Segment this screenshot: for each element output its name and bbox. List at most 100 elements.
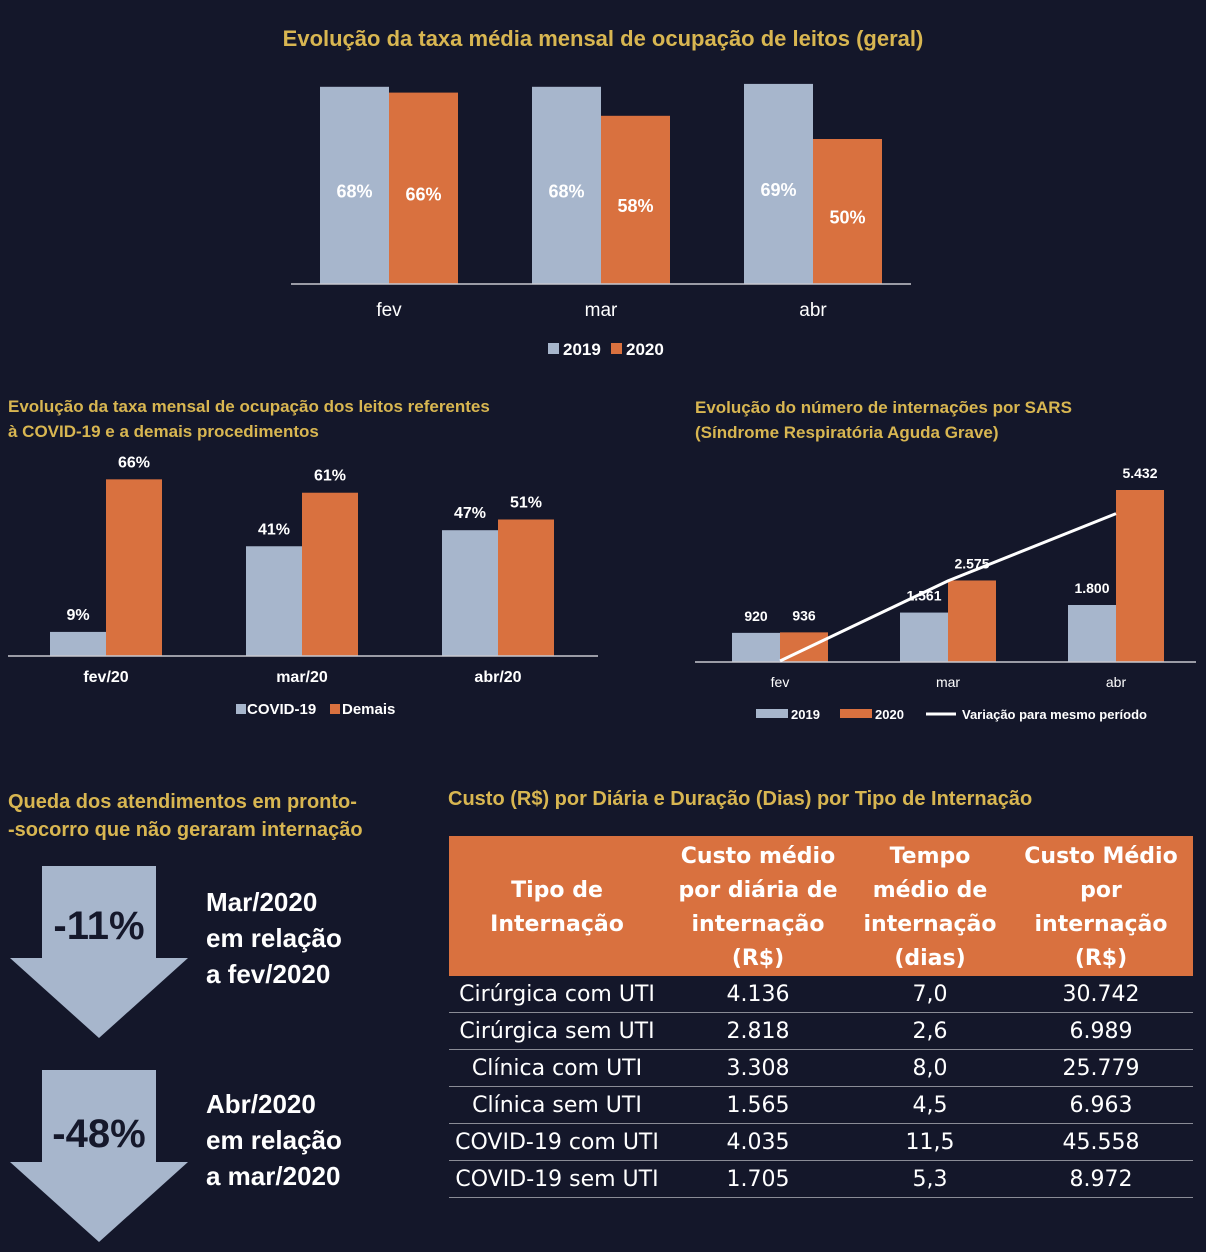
- bar-COVID-19-mar/20: [246, 546, 302, 656]
- drop-caption-abr: Abr/2020 em relação a mar/2020: [206, 1086, 342, 1194]
- x-tick-label: mar: [585, 300, 618, 321]
- chart-title-line1: Evolução do número de internações por SA…: [695, 398, 1072, 417]
- legend-label: COVID-19: [247, 701, 316, 718]
- row-value-cell: 3.308: [665, 1049, 851, 1087]
- x-tick-label: fev: [771, 674, 790, 690]
- bar-2019-abr: [1068, 605, 1116, 662]
- down-arrow-icon: [10, 866, 188, 1038]
- x-tick-label: mar/20: [276, 669, 328, 686]
- row-value-cell: 11,5: [851, 1123, 1009, 1161]
- table-row: Cirúrgica sem UTI 2.818 2,6 6.989: [449, 1012, 1193, 1050]
- bar-COVID-19-abr/20: [442, 530, 498, 656]
- legend-label: 2020: [875, 707, 904, 722]
- row-value-cell: 30.742: [1009, 976, 1193, 1013]
- x-tick-label: abr/20: [474, 669, 521, 686]
- sars-admissions-chart: Evolução do número de internações por SA…: [695, 398, 1196, 722]
- data-label: 9%: [66, 607, 89, 624]
- bar-2020-abr: [813, 139, 882, 284]
- bar-2020-mar: [948, 580, 996, 662]
- drop-caption-mar: Mar/2020 em relação a fev/2020: [206, 884, 342, 992]
- row-value-cell: 2,6: [851, 1012, 1009, 1050]
- bar-Demais-fev/20: [106, 479, 162, 656]
- er-drop-title-line2: -socorro que não geraram internação: [8, 819, 363, 841]
- bar-Demais-mar/20: [302, 492, 358, 656]
- data-label: 68%: [336, 181, 372, 201]
- row-type-cell: COVID-19 sem UTI: [449, 1160, 665, 1198]
- bar-COVID-19-fev/20: [50, 631, 106, 656]
- x-tick-label: fev: [376, 300, 402, 321]
- row-value-cell: 4.035: [665, 1123, 851, 1161]
- table-header-row: Tipo de Internação Custo médio por diári…: [449, 836, 1193, 976]
- bar-2019-mar: [900, 612, 948, 662]
- data-label: 5.432: [1122, 465, 1157, 481]
- drop-caption-line2: em relação: [206, 1125, 342, 1155]
- chart-title-line1: Evolução da taxa mensal de ocupação dos …: [8, 397, 490, 416]
- x-tick-label: mar: [936, 674, 960, 690]
- header-avg-cost: Custo Médio por internação (R$): [1009, 836, 1193, 976]
- row-type-cell: COVID-19 com UTI: [449, 1123, 665, 1161]
- data-label: 1.800: [1074, 580, 1109, 596]
- x-tick-label: fev/20: [83, 669, 128, 686]
- down-arrow-icon: [10, 1070, 188, 1242]
- bed-occupancy-overall-chart: Evolução da taxa média mensal de ocupaçã…: [283, 26, 924, 359]
- er-drop-title-line1: Queda dos atendimentos em pronto-: [8, 791, 357, 813]
- bar-2019-fev: [732, 632, 780, 662]
- x-tick-label: abr: [1106, 674, 1127, 690]
- row-value-cell: 25.779: [1009, 1049, 1193, 1087]
- data-label: 936: [792, 607, 816, 623]
- data-label: 2.575: [954, 555, 989, 571]
- er-drop-title: Queda dos atendimentos em pronto- -socor…: [8, 788, 428, 844]
- data-label: 920: [744, 608, 768, 624]
- row-value-cell: 8.972: [1009, 1160, 1193, 1198]
- legend-swatch-2019: [756, 709, 788, 718]
- legend-label: 2020: [626, 340, 664, 359]
- header-type: Tipo de Internação: [449, 836, 665, 976]
- bar-2020-mar: [601, 115, 670, 284]
- cost-table-title: Custo (R$) por Diária e Duração (Dias) p…: [448, 788, 1033, 810]
- data-label: 61%: [314, 468, 346, 485]
- chart-title-line2: (Síndrome Respiratória Aguda Grave): [695, 423, 999, 442]
- cost-table: Tipo de Internação Custo médio por diári…: [449, 836, 1193, 1198]
- variation-line: [779, 512, 1117, 663]
- legend-label: Variação para mesmo período: [962, 707, 1147, 722]
- bar-2020-fev: [389, 92, 458, 284]
- drop-caption-line2: em relação: [206, 923, 342, 953]
- row-value-cell: 1.705: [665, 1160, 851, 1198]
- legend-label: 2019: [791, 707, 820, 722]
- row-value-cell: 6.989: [1009, 1012, 1193, 1050]
- row-value-cell: 7,0: [851, 976, 1009, 1013]
- drop-caption-line1: Mar/2020: [206, 887, 318, 917]
- legend-swatch-2020: [611, 343, 622, 354]
- row-type-cell: Cirúrgica com UTI: [449, 976, 665, 1013]
- legend-swatch-demais: [330, 704, 340, 714]
- legend-swatch-2019: [548, 343, 559, 354]
- row-value-cell: 5,3: [851, 1160, 1009, 1198]
- data-label: 1.561: [906, 588, 941, 604]
- table-row: COVID-19 com UTI 4.035 11,5 45.558: [449, 1123, 1193, 1161]
- bar-2020-abr: [1116, 490, 1164, 662]
- data-label: 50%: [829, 208, 865, 228]
- drop-value-abr: -48%: [52, 1112, 146, 1156]
- legend-swatch-2020: [840, 709, 872, 718]
- drop-arrow-mar: -11%: [10, 866, 188, 1038]
- legend-label: 2019: [563, 340, 601, 359]
- row-value-cell: 6.963: [1009, 1086, 1193, 1124]
- row-value-cell: 45.558: [1009, 1123, 1193, 1161]
- x-tick-label: abr: [799, 300, 827, 321]
- bar-2019-mar: [532, 86, 601, 284]
- data-label: 58%: [617, 196, 653, 216]
- chart-title: Evolução da taxa média mensal de ocupaçã…: [283, 26, 924, 51]
- legend-swatch-covid: [236, 704, 246, 714]
- table-row: Clínica com UTI 3.308 8,0 25.779: [449, 1049, 1193, 1087]
- drop-caption-line3: a fev/2020: [206, 959, 331, 989]
- table-row: COVID-19 sem UTI 1.705 5,3 8.972: [449, 1160, 1193, 1198]
- data-label: 51%: [510, 494, 542, 511]
- header-daily-cost: Custo médio por diária de internação (R$…: [665, 836, 851, 976]
- data-label: 41%: [258, 521, 290, 538]
- table-row: Clínica sem UTI 1.565 4,5 6.963: [449, 1086, 1193, 1124]
- row-type-cell: Cirúrgica sem UTI: [449, 1012, 665, 1050]
- row-value-cell: 4.136: [665, 976, 851, 1013]
- header-avg-days: Tempo médio de internação (dias): [851, 836, 1009, 976]
- drop-caption-line3: a mar/2020: [206, 1161, 341, 1191]
- covid-vs-other-occupancy-chart: Evolução da taxa mensal de ocupação dos …: [8, 397, 598, 718]
